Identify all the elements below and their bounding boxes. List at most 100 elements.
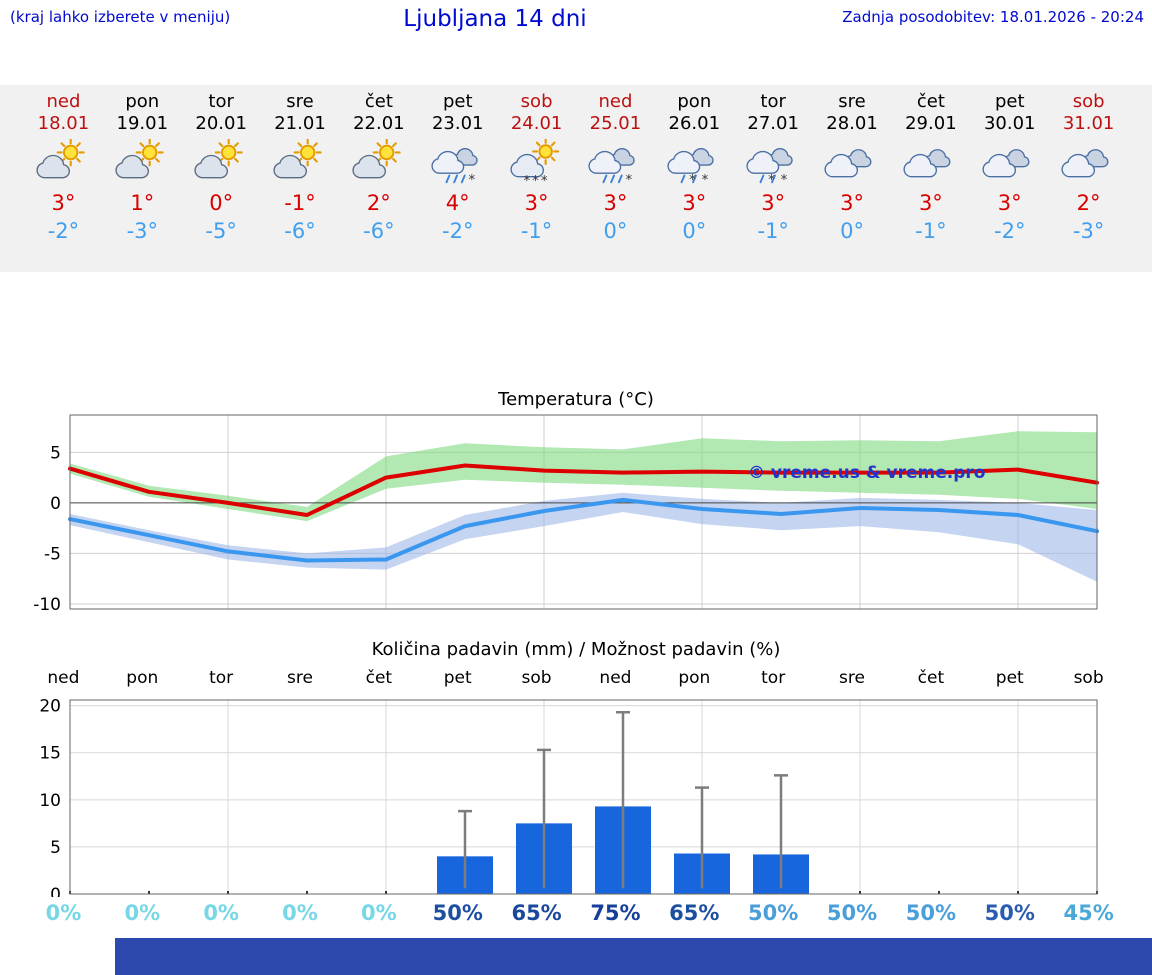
low-temperature: -1° — [915, 219, 947, 243]
precip-day-labels: ned pon tor sre čet pet sob ned pon tor sre čet pet s… — [24, 668, 1128, 688]
day-column[interactable]: pet 23.01 * 4° -2° — [418, 91, 497, 272]
day-column[interactable]: sob 31.01 2° -3° — [1049, 91, 1128, 272]
precip-probability: 50% — [984, 901, 1035, 925]
temp-y-tick-label: -5 — [44, 544, 61, 564]
low-temperature: 0° — [603, 219, 628, 243]
weather-icon — [103, 137, 182, 189]
sun-sleet-icon: * * * — [509, 139, 559, 187]
weather-icon — [970, 137, 1049, 189]
precip-probability: 45% — [1063, 901, 1114, 925]
partly-sunny-icon — [115, 139, 164, 179]
weather-icon — [24, 137, 103, 189]
day-date: 30.01 — [983, 113, 1036, 134]
high-temperature: 3° — [918, 191, 943, 215]
partly-sunny-icon — [36, 139, 86, 179]
day-date: 27.01 — [747, 113, 799, 134]
weather-icon: * — [418, 137, 497, 189]
precip-day-label: čet — [917, 668, 945, 688]
weather-icon: * — [576, 137, 655, 189]
svg-text:*: * — [781, 173, 788, 187]
day-column[interactable]: ned 18.01 3° -2° — [24, 91, 103, 272]
precip-day-label: čet — [365, 668, 393, 688]
day-date: 25.01 — [589, 113, 642, 134]
weather-icon — [1049, 137, 1128, 189]
low-temperature: -1° — [520, 219, 553, 243]
weather-icon — [261, 137, 340, 189]
partly-sunny-icon — [273, 139, 322, 179]
day-name: ned — [46, 91, 81, 112]
partly-sunny-icon — [194, 139, 243, 179]
precip-day-label: tor — [761, 668, 786, 688]
day-date: 19.01 — [116, 113, 169, 134]
precipitation-chart-title: Količina padavin (mm) / Možnost padavin … — [371, 639, 781, 660]
high-temperature: 0° — [209, 191, 234, 215]
temp-y-tick-label: 0 — [50, 494, 61, 514]
day-column[interactable]: sre 21.01 -1° -6° — [261, 91, 340, 272]
day-date: 22.01 — [353, 113, 405, 134]
footer-menu-bar[interactable] — [115, 938, 1152, 975]
precip-y-tick-label: 20 — [39, 697, 61, 717]
rain-icon: * — [588, 148, 636, 187]
weather-icon — [339, 137, 418, 189]
low-temperature: -6° — [363, 219, 395, 243]
low-temperature: 0° — [682, 219, 707, 243]
high-temperature: -1° — [284, 191, 316, 215]
high-temperature: 3° — [997, 191, 1022, 215]
low-temperature: -2° — [442, 219, 474, 243]
precip-day-label: sob — [521, 668, 552, 688]
weather-icon — [891, 137, 970, 189]
svg-text:*: * — [540, 174, 547, 187]
precip-y-tick-label: 0 — [50, 885, 61, 897]
day-name: tor — [208, 91, 234, 112]
precip-day-label: pon — [126, 668, 159, 688]
precip-y-tick-label: 5 — [50, 838, 61, 858]
day-name: pon — [677, 91, 712, 112]
last-updated: Zadnja posodobitev: 18.01.2026 - 20:24 — [842, 8, 1144, 26]
precip-probability: 50% — [905, 901, 957, 925]
precip-probability: 0% — [361, 901, 397, 925]
day-name: sob — [520, 91, 553, 112]
svg-text:*: * — [702, 173, 709, 187]
day-column[interactable]: čet 22.01 2° -6° — [339, 91, 418, 272]
day-date: 28.01 — [826, 113, 878, 134]
location-hint: (kraj lahko izberete v meniju) — [10, 8, 231, 26]
precip-probability: 50% — [432, 901, 483, 925]
precipitation-chart: 0 5 10 15 20 — [39, 697, 1098, 897]
day-column[interactable]: čet 29.01 3° -1° — [891, 91, 970, 272]
high-temperature: 3° — [51, 191, 76, 215]
day-name: sre — [838, 91, 866, 112]
day-column[interactable]: tor 20.01 0° -5° — [182, 91, 261, 272]
day-column[interactable]: sre 28.01 3° 0° — [813, 91, 892, 272]
weather-icon — [182, 137, 261, 189]
precip-day-label: ned — [47, 668, 80, 688]
day-column[interactable]: pon 19.01 1° -3° — [103, 91, 182, 272]
day-date: 29.01 — [905, 113, 957, 134]
precip-day-label: sob — [1073, 668, 1104, 688]
cloudy-icon — [1061, 149, 1109, 178]
day-name: pet — [442, 91, 473, 112]
day-name: čet — [916, 91, 945, 112]
day-name: ned — [598, 91, 633, 112]
day-column[interactable]: sob 24.01 * * * 3° -1° — [497, 91, 576, 272]
day-date: 21.01 — [274, 113, 326, 134]
day-column[interactable]: tor 27.01 * * 3° -1° — [734, 91, 813, 272]
precip-probability: 65% — [511, 901, 562, 925]
day-column[interactable]: pet 30.01 3° -2° — [970, 91, 1049, 272]
weather-icon — [813, 137, 892, 189]
precip-probability: 50% — [826, 901, 878, 925]
day-date: 23.01 — [431, 113, 484, 134]
low-temperature: -5° — [205, 219, 237, 243]
day-date: 20.01 — [195, 113, 247, 134]
day-column[interactable]: pon 26.01 * * 3° 0° — [655, 91, 734, 272]
precip-day-label: ned — [599, 668, 632, 688]
cloudy-icon — [903, 149, 951, 178]
day-column[interactable]: ned 25.01 * 3° 0° — [576, 91, 655, 272]
precip-probability-row: 0% 0% 0% 0% 0% 50% 65% 75% 65% 50% 50% 50% 50% 45% — [24, 901, 1128, 925]
high-temperature: 3° — [524, 191, 549, 215]
page-title: Ljubljana 14 dni — [403, 6, 587, 32]
weather-icon: * * — [734, 137, 813, 189]
partly-sunny-icon — [352, 139, 401, 179]
precip-probability: 0% — [124, 901, 161, 925]
high-temperature: 2° — [1076, 191, 1101, 215]
